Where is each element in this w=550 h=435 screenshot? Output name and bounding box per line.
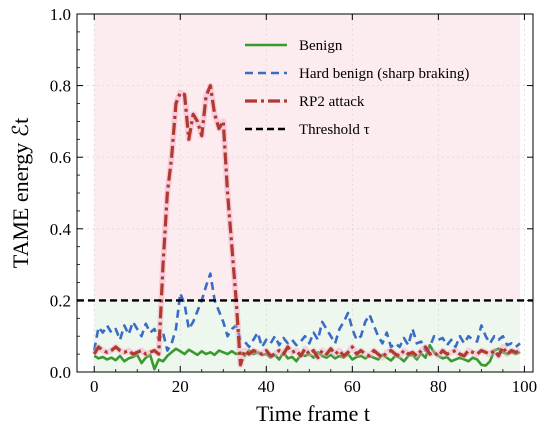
ticks: 0 20 40 60 80 100 0.0 0.2 0.4 0.6 0.8 1.0 [50, 5, 537, 396]
series-layer [77, 82, 533, 371]
y-tick-label: 0.2 [50, 291, 71, 310]
legend-label-3: Threshold τ [299, 122, 370, 138]
x-tick-label: 20 [172, 377, 189, 396]
y-tick-label: 0.0 [50, 363, 71, 382]
series-line-2 [92, 83, 521, 367]
x-tick-label: 100 [512, 377, 538, 396]
x-tick-label: 40 [258, 377, 275, 396]
legend-label-2: RP2 attack [299, 94, 365, 110]
plot-background [94, 14, 521, 372]
x-tick-label: 80 [430, 377, 447, 396]
series-line-1 [92, 272, 521, 352]
series-line-0 [93, 343, 521, 371]
y-tick-label: 0.4 [50, 220, 72, 239]
x-axis-label: Time frame t [256, 401, 370, 426]
y-tick-label: 1.0 [50, 5, 71, 24]
y-axis-label: TAME energy ℰt [8, 118, 33, 268]
legend-label-1: Hard benign (sharp braking) [299, 66, 469, 82]
x-tick-label: 0 [90, 377, 99, 396]
legend-label-0: Benign [299, 38, 343, 54]
y-tick-label: 0.6 [50, 148, 71, 167]
y-tick-label: 0.8 [50, 77, 71, 96]
x-tick-label: 60 [344, 377, 361, 396]
legend: Benign Hard benign (sharp braking) RP2 att… [245, 38, 469, 138]
